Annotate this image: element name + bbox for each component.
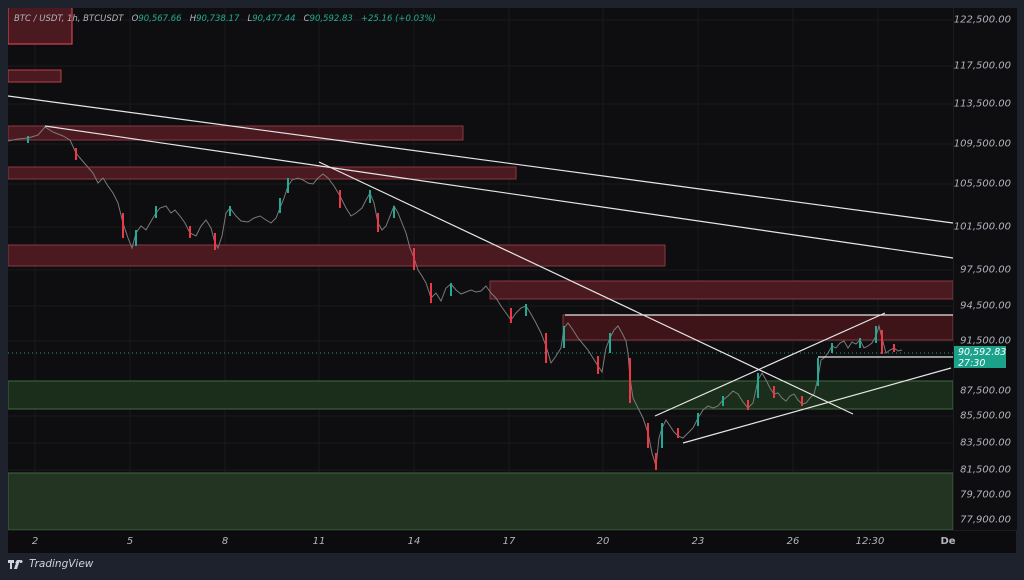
price-tick: 87,500.00 (960, 385, 1011, 397)
tradingview-logo-icon (8, 559, 23, 569)
price-tick: 101,500.00 (953, 221, 1011, 233)
tradingview-logo-text: TradingView (29, 558, 94, 570)
time-tick: 14 (407, 536, 421, 547)
price-tick: 83,500.00 (960, 437, 1011, 449)
grid-lines (8, 8, 953, 530)
high-value: 90,738.17 (196, 14, 240, 24)
price-tick: 97,500.00 (960, 264, 1011, 276)
low-value: 90,477.44 (252, 14, 296, 24)
resistance-zones (8, 8, 953, 341)
chart-svg (8, 8, 953, 530)
price-tick: 77,900.00 (960, 514, 1011, 526)
change-value: +25.16 (+0.03%) (360, 14, 436, 24)
price-axis[interactable]: 122,500.00 117,500.00 113,500.00 109,500… (953, 8, 1017, 530)
time-tick: 5 (126, 536, 134, 547)
symbol-label[interactable]: BTC / USDT, 1h, BTCUSDT (14, 14, 124, 24)
chart-container[interactable]: BTC / USDT, 1h, BTCUSDT O90,567.66 H90,7… (8, 8, 1017, 553)
open-value: 90,567.66 (138, 14, 182, 24)
price-tick: 113,500.00 (953, 98, 1011, 110)
price-tick: 81,500.00 (960, 464, 1011, 476)
time-tick: 23 (691, 536, 705, 547)
time-tick: 26 (786, 536, 800, 547)
price-tick: 105,500.00 (953, 178, 1011, 190)
close-value: 90,592.83 (309, 14, 353, 24)
time-tick: 12:30 (855, 536, 885, 547)
price-tick: 85,500.00 (960, 410, 1011, 422)
chart-plot-area[interactable]: BTC / USDT, 1h, BTCUSDT O90,567.66 H90,7… (8, 8, 953, 530)
tradingview-logo[interactable]: TradingView (8, 558, 93, 570)
price-tick: 94,500.00 (960, 300, 1011, 312)
price-tick: 109,500.00 (953, 138, 1011, 150)
price-tick: 122,500.00 (953, 14, 1011, 26)
price-candles (8, 126, 903, 470)
last-price-value: 90,592.83 (958, 347, 1007, 358)
support-zones (8, 380, 953, 530)
time-axis[interactable]: 2 5 8 11 14 17 20 23 26 12:30 De (8, 530, 1016, 553)
price-tick: 91,500.00 (960, 335, 1011, 347)
price-tick: 117,500.00 (953, 60, 1011, 72)
trendlines (8, 95, 953, 444)
time-tick: 8 (221, 536, 229, 547)
time-tick: 17 (502, 536, 516, 547)
last-price-badge: 90,592.83 27:30 (954, 346, 1007, 369)
time-tick: 20 (596, 536, 610, 547)
price-tick: 79,700.00 (960, 489, 1011, 501)
time-tick: De (940, 536, 956, 547)
time-tick: 11 (312, 536, 326, 547)
bar-countdown: 27:30 (958, 358, 986, 369)
chart-legend: BTC / USDT, 1h, BTCUSDT O90,567.66 H90,7… (14, 14, 436, 24)
time-tick: 2 (31, 536, 39, 547)
